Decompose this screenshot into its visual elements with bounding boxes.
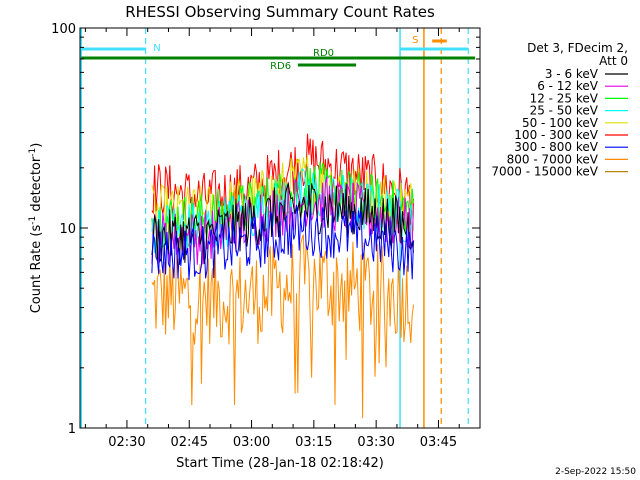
legend-header-line1: Det 3, FDecim 2,: [527, 41, 628, 55]
series-line-0: [151, 182, 414, 265]
series-line-7: [151, 234, 414, 419]
legend-label-8: 7000 - 15000 keV: [491, 165, 598, 179]
x-tick-label: 02:45: [171, 435, 208, 450]
y-tick-label: 10: [59, 222, 76, 237]
x-tick-label: 02:30: [108, 435, 145, 450]
x-tick-label: 03:00: [233, 435, 270, 450]
rd6-label: RD6: [270, 61, 291, 72]
x-axis-label: Start Time (28-Jan-18 02:18:42): [176, 456, 384, 471]
x-tick-label: 03:30: [357, 435, 394, 450]
x-tick-label: 03:15: [295, 435, 332, 450]
legend-label-6: 300 - 800 keV: [514, 140, 598, 154]
saa-label: S: [412, 35, 418, 46]
legend-label-1: 6 - 12 keV: [537, 79, 599, 93]
rd0-label: RD0: [313, 48, 334, 59]
y-tick-label: 1: [68, 422, 76, 437]
y-label-base: Count Rate (s: [29, 225, 44, 314]
y-label-sup1: -1: [28, 216, 38, 225]
series-line-6: [151, 202, 414, 281]
night-label: N: [153, 43, 160, 54]
x-tick-label: 03:45: [420, 435, 457, 450]
legend-label-2: 12 - 25 keV: [530, 91, 599, 105]
legend-label-5: 100 - 300 keV: [514, 128, 598, 142]
series-line-5: [151, 133, 414, 225]
y-label-end: ): [29, 143, 44, 148]
series-line-1: [151, 176, 414, 265]
x-axis-ticks: 02:30 02:45 03:00 03:15 03:30 03:45: [84, 28, 481, 450]
y-label-mid: detector: [29, 156, 44, 216]
legend-header-line2: Att 0: [599, 54, 628, 68]
legend-label-4: 50 - 100 keV: [522, 116, 599, 130]
legend-label-3: 25 - 50 keV: [530, 104, 599, 118]
legend-label-0: 3 - 6 keV: [545, 67, 599, 81]
y-label-sup2: -1: [28, 148, 38, 157]
y-axis-label: Count Rate (s-1 detector-1): [28, 143, 44, 314]
date-stamp: 2-Sep-2022 15:50: [555, 467, 636, 477]
y-tick-label: 100: [51, 22, 76, 37]
chart-title: RHESSI Observing Summary Count Rates: [125, 3, 435, 21]
plot-area: N S RD0 RD6: [79, 27, 481, 429]
legend-label-7: 800 - 7000 keV: [507, 152, 599, 166]
y-axis-ticks: 1 10 100: [51, 22, 480, 437]
